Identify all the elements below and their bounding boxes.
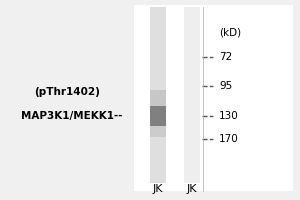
FancyBboxPatch shape	[150, 7, 166, 183]
FancyBboxPatch shape	[150, 90, 166, 106]
Text: (pThr1402): (pThr1402)	[34, 87, 100, 97]
Text: 72: 72	[219, 52, 232, 62]
FancyBboxPatch shape	[150, 126, 166, 137]
Text: JK: JK	[153, 184, 163, 194]
Text: 95: 95	[219, 81, 232, 91]
FancyBboxPatch shape	[134, 5, 293, 191]
Text: (kD): (kD)	[219, 28, 241, 38]
Text: JK: JK	[187, 184, 197, 194]
Text: 130: 130	[219, 111, 239, 121]
FancyBboxPatch shape	[184, 7, 200, 183]
Text: 170: 170	[219, 134, 239, 144]
Text: MAP3K1/MEKK1--: MAP3K1/MEKK1--	[21, 111, 122, 121]
FancyBboxPatch shape	[150, 106, 166, 126]
